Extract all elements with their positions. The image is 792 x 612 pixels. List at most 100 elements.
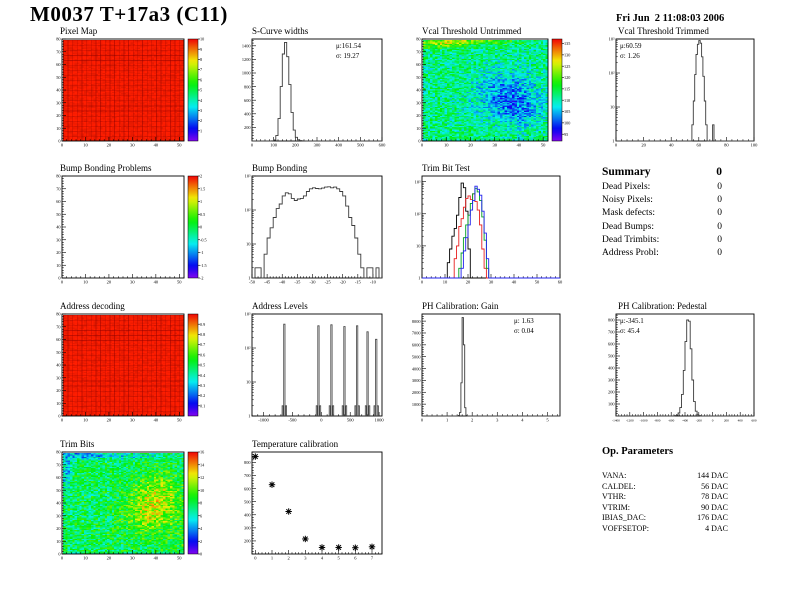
svg-text:300: 300 (244, 526, 250, 531)
address-decoding-figure: 0 10 20 30 40 50 0 10 20 30 40 50 60 70 80 0.1 0.2 0.3 0.4… (56, 312, 206, 423)
svg-text:1: 1 (248, 414, 250, 419)
svg-text:50: 50 (177, 556, 182, 561)
svg-text:20: 20 (107, 418, 112, 423)
ph-gain-figure: 0 1 2 3 4 5 1000 2000 3000 4000 5000 6000 7000 8000 μ:… (412, 313, 561, 423)
plot-title-vcal-trimmed: Vcal Threshold Trimmed (618, 26, 709, 36)
svg-text:300: 300 (314, 143, 322, 148)
svg-text:40: 40 (154, 556, 159, 561)
svg-text:80: 80 (56, 312, 60, 317)
svg-text:-1000: -1000 (258, 418, 269, 423)
svg-text:10²: 10² (245, 346, 252, 351)
summary-row: Dead Trimbits: 0 (602, 234, 722, 247)
svg-text:70: 70 (56, 186, 60, 191)
svg-text:0: 0 (61, 143, 64, 148)
svg-text:-400: -400 (682, 419, 689, 423)
svg-text:4: 4 (521, 418, 524, 423)
svg-text:60: 60 (56, 337, 60, 342)
svg-text:70: 70 (416, 49, 420, 54)
svg-text:50: 50 (416, 75, 420, 80)
summary-row: Mask defects: 0 (602, 207, 722, 220)
svg-text:0.5: 0.5 (200, 212, 205, 217)
svg-text:60: 60 (56, 475, 60, 480)
svg-text:70: 70 (56, 462, 60, 467)
svg-text:30: 30 (130, 556, 135, 561)
svg-text:1: 1 (200, 128, 202, 133)
op-parameter-value: 4 DAC (705, 523, 728, 533)
svg-text:-0.5: -0.5 (200, 237, 207, 242)
svg-text:0: 0 (200, 552, 202, 557)
svg-text:500: 500 (357, 143, 365, 148)
svg-text:-200: -200 (696, 419, 703, 423)
svg-text:400: 400 (244, 112, 250, 117)
svg-text:20: 20 (107, 280, 112, 285)
svg-text:0: 0 (254, 556, 257, 561)
svg-text:2: 2 (288, 556, 290, 561)
svg-text:2: 2 (200, 174, 202, 179)
svg-text:3: 3 (496, 418, 499, 423)
plot-s-curve-widths: S-Curve widths 0 100 200 300 400 500 600 200 400… (230, 26, 388, 152)
svg-text:10: 10 (83, 556, 88, 561)
svg-text:12: 12 (200, 475, 204, 480)
svg-text:-1: -1 (200, 250, 204, 255)
svg-text:10: 10 (56, 539, 60, 544)
svg-text:10: 10 (56, 263, 60, 268)
svg-text:600: 600 (751, 419, 756, 423)
svg-text:0: 0 (61, 418, 64, 423)
svg-text:10: 10 (200, 488, 204, 493)
svg-text:-600: -600 (668, 419, 675, 423)
summary-value: 0 (717, 248, 722, 259)
svg-text:σ: 45.4: σ: 45.4 (620, 327, 640, 335)
svg-text:μ:60.59: μ:60.59 (620, 42, 642, 50)
svg-text:30: 30 (56, 375, 60, 380)
trim-bits-heatmap-canvas (62, 452, 184, 554)
svg-text:2: 2 (471, 418, 473, 423)
op-parameter-value: 176 DAC (697, 513, 728, 523)
svg-text:7: 7 (200, 67, 202, 72)
temperature-calibration-figure: 0 1 2 3 4 5 6 7 200 300 400 500 600 700 800 (244, 451, 383, 561)
svg-text:10²: 10² (415, 211, 422, 216)
svg-text:10: 10 (416, 244, 421, 249)
svg-text:0: 0 (58, 552, 60, 557)
svg-text:1.5: 1.5 (200, 186, 205, 191)
pixel-map-heatmap-canvas (62, 39, 184, 141)
op-parameter-row: VTHR: 78 DAC (602, 492, 728, 503)
plot-address-levels: Address Levels -1000 -500 0 500 1000 1 10 10² 10… (230, 301, 388, 427)
plot-trim-bit-test: Trim Bit Test 0 10 20 30 40 50 60 1 10 10² 10³ (400, 163, 578, 289)
svg-text:16: 16 (200, 450, 204, 455)
svg-text:40: 40 (154, 143, 159, 148)
svg-text:1: 1 (271, 556, 273, 561)
svg-text:-2: -2 (200, 276, 204, 281)
svg-text:10: 10 (416, 126, 420, 131)
op-parameter-value: 56 DAC (701, 481, 728, 491)
svg-text:0: 0 (421, 418, 424, 423)
svg-text:-45: -45 (264, 280, 271, 285)
op-parameter-label: VTRIM: (602, 502, 630, 512)
op-parameter-row: VOFFSETOP: 4 DAC (602, 524, 728, 535)
svg-text:50: 50 (56, 488, 60, 493)
svg-text:0: 0 (58, 276, 60, 281)
svg-text:70: 70 (56, 49, 60, 54)
svg-text:-10: -10 (370, 280, 377, 285)
svg-text:0: 0 (58, 414, 60, 419)
svg-text:-1400: -1400 (612, 419, 620, 423)
svg-text:0: 0 (251, 143, 254, 148)
svg-text:10³: 10³ (609, 37, 616, 42)
svg-text:4: 4 (200, 526, 203, 531)
svg-text:0.9: 0.9 (200, 322, 205, 327)
plot-title-bump-bonding: Bump Bonding (252, 163, 308, 173)
address-decoding-heatmap-canvas (62, 314, 184, 416)
svg-text:10: 10 (83, 143, 88, 148)
svg-text:50: 50 (177, 143, 182, 148)
op-parameters-rows: VANA: 144 DAC CALDEL: 56 DAC VTHR: 78 DAC VTRI… (602, 471, 728, 535)
summary-label: Dead Trimbits: (602, 234, 660, 245)
svg-text:6: 6 (354, 556, 357, 561)
svg-text:0.1: 0.1 (200, 403, 205, 408)
op-parameter-label: CALDEL: (602, 481, 636, 491)
svg-text:5: 5 (338, 556, 341, 561)
svg-text:135: 135 (564, 41, 570, 46)
svg-text:20: 20 (107, 143, 112, 148)
svg-text:10²: 10² (609, 71, 616, 76)
svg-text:1: 1 (248, 276, 250, 281)
op-parameters-title: Op. Parameters (602, 446, 674, 457)
svg-text:30: 30 (130, 280, 135, 285)
